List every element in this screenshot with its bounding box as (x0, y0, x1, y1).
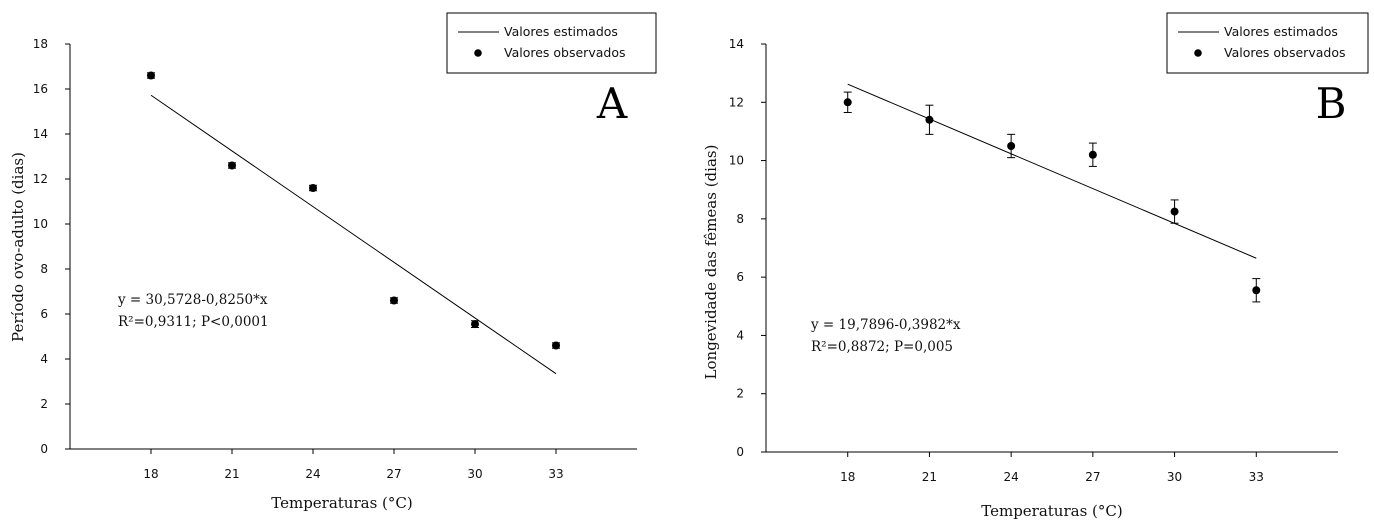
legend-point-swatch (474, 49, 482, 57)
x-tick-label: 18 (840, 470, 855, 484)
x-tick-label: 33 (1249, 470, 1264, 484)
data-point (1170, 207, 1179, 216)
data-point (552, 341, 560, 350)
x-tick-label: 24 (305, 467, 320, 481)
y-tick-label: 0 (736, 445, 744, 459)
regression-equation: y = 30,5728-0,8250*x (117, 292, 268, 308)
x-tick-label: 18 (143, 467, 158, 481)
data-point (925, 115, 934, 124)
regression-line (847, 83, 1257, 259)
y-axis-title: Longevidade das fêmeas (dias) (702, 145, 720, 380)
y-tick-label: 10 (33, 217, 48, 231)
data-point (147, 71, 155, 80)
y-tick-label: 6 (736, 270, 744, 284)
y-tick-label: 4 (736, 328, 744, 342)
data-point (1252, 286, 1261, 295)
legend-label-estimated: Valores estimados (1224, 24, 1338, 39)
y-tick-label: 2 (736, 387, 744, 401)
y-tick-label: 0 (40, 442, 48, 456)
regression-stats: R²=0,8872; P=0,005 (811, 339, 953, 355)
y-tick-label: 18 (33, 37, 48, 51)
y-tick-label: 14 (33, 127, 48, 141)
x-tick-label: 30 (467, 467, 482, 481)
x-tick-label: 21 (922, 470, 937, 484)
x-tick-label: 27 (386, 467, 401, 481)
y-axis-title: Período ovo-adulto (dias) (9, 152, 27, 342)
y-tick-label: 10 (729, 154, 744, 168)
x-axis-title: Temperaturas (°C) (981, 502, 1122, 520)
data-point (390, 296, 398, 305)
legend-box (1166, 12, 1369, 74)
y-tick-label: 8 (736, 212, 744, 226)
legend-label-observed: Valores observados (504, 45, 625, 60)
data-point (309, 184, 317, 192)
legend-label-estimated: Valores estimados (504, 24, 618, 39)
regression-stats: R²=0,9311; P<0,0001 (118, 314, 269, 330)
y-tick-label: 4 (40, 352, 48, 366)
y-tick-label: 16 (33, 82, 48, 96)
regression-equation: y = 19,7896-0,3982*x (810, 317, 961, 333)
x-tick-label: 30 (1167, 470, 1182, 484)
y-tick-label: 12 (729, 95, 744, 109)
panel-label: B (1316, 79, 1347, 128)
y-tick-label: 2 (40, 397, 48, 411)
y-tick-label: 6 (40, 307, 48, 321)
x-tick-label: 33 (548, 467, 563, 481)
y-tick-label: 12 (33, 172, 48, 186)
data-point (843, 98, 852, 107)
x-tick-label: 21 (224, 467, 239, 481)
data-point (471, 320, 479, 329)
data-point (1088, 150, 1097, 159)
panel-label: A (596, 79, 628, 128)
legend-box (446, 12, 657, 74)
legend: Valores estimados Valores observados (446, 12, 657, 74)
regression-line (150, 94, 557, 375)
data-point (228, 161, 236, 170)
x-tick-label: 24 (1004, 470, 1019, 484)
x-tick-label: 27 (1085, 470, 1100, 484)
legend: Valores estimados Valores observados (1166, 12, 1369, 74)
legend-point-swatch (1194, 49, 1202, 57)
legend-label-observed: Valores observados (1224, 45, 1345, 60)
x-axis-title: Temperaturas (°C) (271, 494, 412, 512)
y-tick-label: 8 (40, 262, 48, 276)
y-tick-label: 14 (729, 37, 744, 51)
data-point (1007, 142, 1016, 150)
